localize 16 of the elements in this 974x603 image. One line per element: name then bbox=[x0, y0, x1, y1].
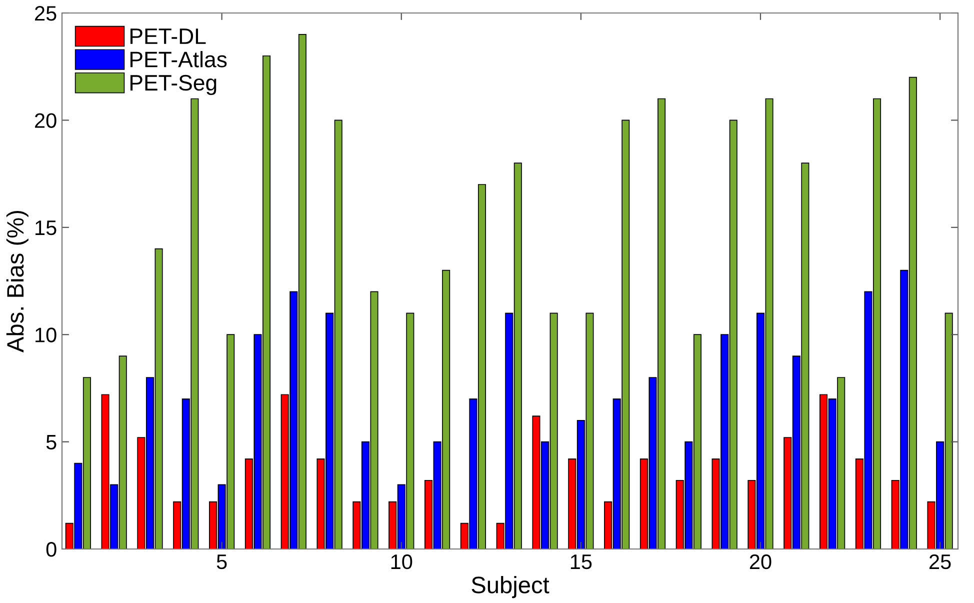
x-tick-label: 10 bbox=[391, 554, 412, 570]
y-tick-label: 20 bbox=[35, 113, 56, 128]
y-tick-label: 10 bbox=[36, 328, 56, 342]
y-tick-label: 25 bbox=[35, 6, 56, 21]
y-axis-title: Abs. Bias (%) bbox=[6, 210, 28, 352]
y-tick-label: 15 bbox=[36, 220, 56, 236]
y-tick-label: 5 bbox=[46, 435, 56, 450]
legend-label: PET-Atlas bbox=[130, 51, 227, 68]
legend-label: PET-Seg bbox=[130, 74, 216, 96]
x-tick-label: 15 bbox=[570, 554, 592, 570]
y-tick-label: 0 bbox=[46, 542, 56, 557]
x-tick-label: 20 bbox=[750, 554, 772, 570]
x-tick-label: 25 bbox=[930, 554, 951, 570]
x-axis-title: Subject bbox=[472, 576, 550, 598]
legend-label: PET-DL bbox=[130, 28, 206, 44]
x-tick-label: 5 bbox=[216, 554, 227, 570]
